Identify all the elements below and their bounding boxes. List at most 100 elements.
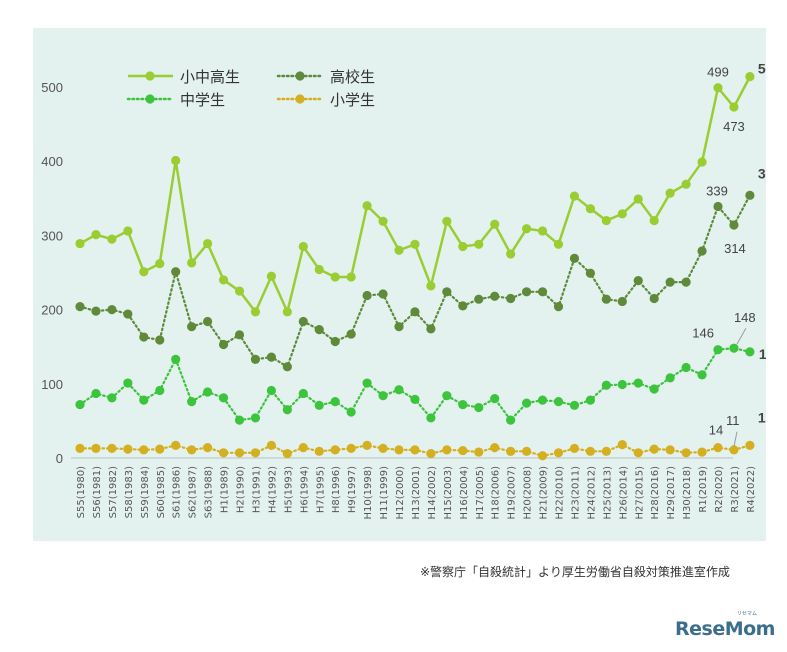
x-tick-label: H14(2002) [427, 466, 438, 520]
series-line-0 [79, 76, 752, 314]
data-point [346, 407, 356, 417]
data-label: 339 [706, 183, 728, 198]
data-point [250, 354, 261, 364]
legend-label: 中学生 [180, 91, 225, 109]
x-tick-label: H25(2013) [602, 466, 613, 520]
data-point [330, 397, 340, 407]
data-point [298, 443, 308, 453]
data-label: 14 [709, 423, 723, 438]
data-point [681, 362, 691, 373]
data-point [458, 241, 468, 252]
data-point [665, 445, 675, 455]
x-tick-label: H3(1991) [251, 466, 262, 513]
data-point [553, 302, 564, 312]
legend-label: 小中高生 [180, 68, 240, 86]
x-tick-label: S62(1987) [188, 466, 199, 518]
x-tick-label: H30(2018) [682, 466, 693, 520]
data-point [713, 345, 723, 355]
x-tick-label: S57(1982) [108, 466, 119, 518]
y-tick-label: 500 [41, 80, 63, 95]
data-point [250, 413, 261, 423]
data-label: 148 [734, 310, 756, 325]
data-point [139, 445, 149, 455]
data-point [713, 443, 723, 453]
data-point [394, 445, 404, 455]
data-point [378, 391, 388, 401]
data-point [601, 446, 611, 456]
data-point [633, 194, 643, 204]
data-point [410, 445, 420, 455]
data-point [155, 258, 165, 269]
data-point [490, 291, 500, 301]
data-point [75, 238, 85, 249]
data-point [171, 354, 181, 364]
data-point [139, 395, 149, 405]
data-point [378, 289, 388, 299]
x-tick-label: S60(1985) [156, 466, 167, 518]
x-tick-label: H5(1993) [283, 466, 294, 513]
data-point [362, 201, 372, 211]
data-point [187, 397, 197, 407]
data-point [91, 388, 101, 399]
source-note: ※警察庁「自殺統計」より厚生労働省自殺対策推進室作成 [420, 565, 730, 579]
x-tick-label: H27(2015) [634, 466, 645, 520]
x-tick-label: H8(1996) [331, 466, 342, 513]
x-tick-label: H2(1990) [236, 466, 247, 513]
data-point [665, 373, 675, 383]
data-point [585, 446, 596, 456]
data-point [649, 444, 659, 454]
data-point [442, 445, 452, 455]
data-point [91, 306, 101, 316]
data-point [330, 445, 340, 455]
data-point [410, 239, 420, 249]
data-point [681, 448, 691, 458]
data-point [585, 395, 596, 405]
data-point [506, 446, 516, 456]
data-point [458, 301, 468, 311]
data-point [234, 286, 245, 296]
y-tick-label: 400 [41, 154, 63, 169]
legend-swatch-marker [145, 94, 155, 104]
data-point [729, 343, 739, 353]
data-point [75, 399, 85, 410]
x-tick-label: H22(2010) [555, 466, 566, 520]
data-point [330, 336, 340, 347]
x-tick-label: H13(2001) [411, 466, 422, 520]
data-point [314, 400, 324, 410]
data-point [91, 443, 101, 453]
data-point [394, 385, 404, 395]
data-point [553, 448, 564, 458]
data-point [282, 448, 292, 459]
data-point [155, 385, 165, 396]
data-point [187, 258, 197, 268]
x-tick-label: S58(1983) [124, 466, 135, 518]
data-point [410, 394, 420, 404]
data-point [346, 329, 356, 339]
data-point [282, 307, 292, 317]
data-point [250, 307, 261, 317]
data-point [426, 413, 436, 423]
data-point [617, 379, 627, 390]
data-point [569, 400, 580, 410]
data-point [171, 267, 181, 277]
data-point [203, 316, 213, 327]
data-point [681, 277, 691, 287]
data-point [394, 245, 404, 255]
data-label: 146 [692, 326, 714, 341]
x-tick-label: R4(2022) [746, 466, 757, 513]
data-point [506, 415, 516, 425]
data-point [330, 272, 340, 282]
data-point [107, 393, 117, 403]
x-tick-label: S59(1984) [140, 466, 151, 518]
data-point [665, 188, 675, 198]
series-line-2 [78, 347, 752, 422]
data-point [203, 387, 213, 397]
data-point [697, 246, 707, 256]
data-point [75, 302, 85, 312]
data-point [553, 397, 564, 407]
data-point [203, 238, 213, 249]
data-point [490, 443, 500, 453]
data-point [394, 322, 404, 332]
data-point [633, 448, 643, 458]
x-tick-label: H16(2004) [459, 466, 470, 520]
